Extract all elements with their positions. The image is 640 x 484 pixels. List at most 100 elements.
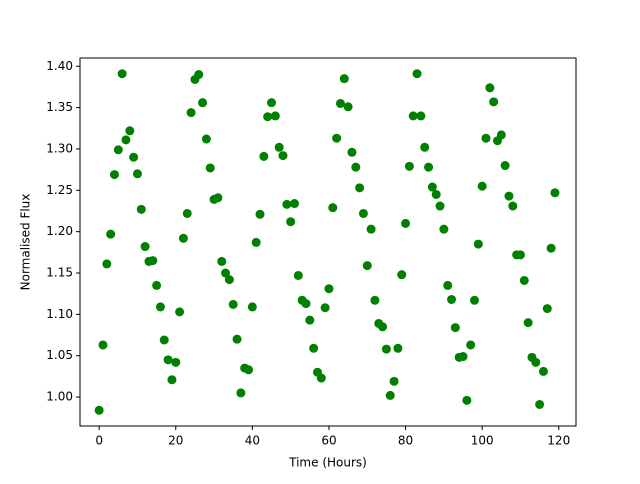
data-point <box>148 256 158 266</box>
y-tick-label: 1.30 <box>46 141 73 155</box>
data-point <box>381 344 391 354</box>
data-point <box>328 203 338 213</box>
data-point <box>477 181 487 191</box>
data-point <box>431 189 441 199</box>
data-point <box>496 130 506 140</box>
data-point <box>178 233 188 243</box>
y-tick-label: 1.40 <box>46 59 73 73</box>
data-point <box>358 208 368 218</box>
data-point <box>447 294 457 304</box>
y-tick-label: 1.35 <box>46 100 73 114</box>
data-point <box>458 352 468 362</box>
data-point <box>167 375 177 385</box>
data-point <box>389 376 399 386</box>
data-point <box>205 163 215 173</box>
data-point <box>305 315 315 325</box>
data-point <box>435 201 445 211</box>
plot-frame <box>79 57 577 427</box>
data-point <box>450 323 460 333</box>
data-point <box>531 357 541 367</box>
data-point <box>385 390 395 400</box>
data-point <box>125 126 135 136</box>
data-point <box>236 388 246 398</box>
data-point <box>289 199 299 209</box>
data-point <box>270 111 280 121</box>
data-point <box>443 280 453 290</box>
data-point <box>98 340 108 350</box>
data-point <box>347 147 357 157</box>
data-point <box>129 152 139 162</box>
data-point <box>393 343 403 353</box>
data-point <box>370 295 380 305</box>
data-point <box>523 318 533 328</box>
data-point <box>282 199 292 209</box>
y-tick-label: 1.15 <box>46 266 73 280</box>
data-point <box>339 74 349 84</box>
data-point <box>489 97 499 107</box>
data-point <box>420 142 430 152</box>
data-point <box>274 142 284 152</box>
data-point <box>263 112 273 122</box>
data-point <box>293 270 303 280</box>
data-point <box>439 224 449 234</box>
data-point <box>106 229 116 239</box>
data-point <box>427 182 437 192</box>
data-point <box>102 259 112 269</box>
data-point <box>466 340 476 350</box>
data-point <box>366 224 376 234</box>
data-point <box>320 303 330 313</box>
x-tick-label: 40 <box>245 434 260 448</box>
data-point <box>152 280 162 290</box>
data-point <box>473 239 483 249</box>
data-point <box>217 256 227 266</box>
data-point <box>213 193 223 203</box>
data-point <box>140 242 150 252</box>
data-point <box>301 299 311 309</box>
data-point <box>324 284 334 294</box>
data-point <box>416 111 426 121</box>
data-point <box>481 133 491 143</box>
data-point <box>519 275 529 285</box>
data-point <box>550 188 560 198</box>
data-point <box>175 307 185 317</box>
data-point <box>535 399 545 409</box>
data-point <box>397 270 407 280</box>
data-point <box>244 365 254 375</box>
data-point <box>508 201 518 211</box>
data-point <box>228 299 238 309</box>
data-point <box>121 135 131 145</box>
data-point <box>136 204 146 214</box>
y-tick-label: 1.10 <box>46 307 73 321</box>
data-point <box>186 108 196 118</box>
data-point <box>94 405 104 415</box>
data-point <box>163 355 173 365</box>
data-point <box>335 98 345 108</box>
data-point <box>286 217 296 227</box>
data-point <box>171 357 181 367</box>
y-tick-label: 1.05 <box>46 348 73 362</box>
data-point <box>232 334 242 344</box>
data-point <box>408 111 418 121</box>
data-point <box>259 151 269 161</box>
data-point <box>109 170 119 180</box>
data-point <box>247 302 257 312</box>
x-tick-label: 0 <box>95 434 103 448</box>
data-point <box>198 98 208 108</box>
data-point <box>504 191 514 201</box>
data-point <box>316 373 326 383</box>
data-point <box>132 169 142 179</box>
data-point <box>224 275 234 285</box>
data-point <box>332 133 342 143</box>
data-point <box>470 295 480 305</box>
x-tick-label: 20 <box>168 434 183 448</box>
data-point <box>485 83 495 93</box>
data-point <box>538 366 548 376</box>
data-point <box>201 134 211 144</box>
data-point <box>404 161 414 171</box>
data-point <box>155 302 165 312</box>
data-point <box>267 98 277 108</box>
data-point <box>343 102 353 112</box>
data-point <box>500 161 510 171</box>
data-point <box>182 208 192 218</box>
